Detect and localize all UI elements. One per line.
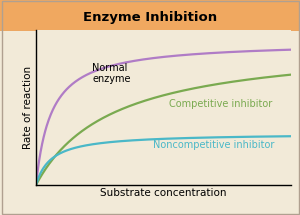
X-axis label: Substrate concentration: Substrate concentration <box>100 188 227 198</box>
Y-axis label: Rate of reaction: Rate of reaction <box>23 66 33 149</box>
Text: Normal
enzyme: Normal enzyme <box>92 63 130 84</box>
Text: Noncompetitive inhibitor: Noncompetitive inhibitor <box>153 140 275 150</box>
Text: Competitive inhibitor: Competitive inhibitor <box>169 99 272 109</box>
Text: Enzyme Inhibition: Enzyme Inhibition <box>83 11 217 24</box>
